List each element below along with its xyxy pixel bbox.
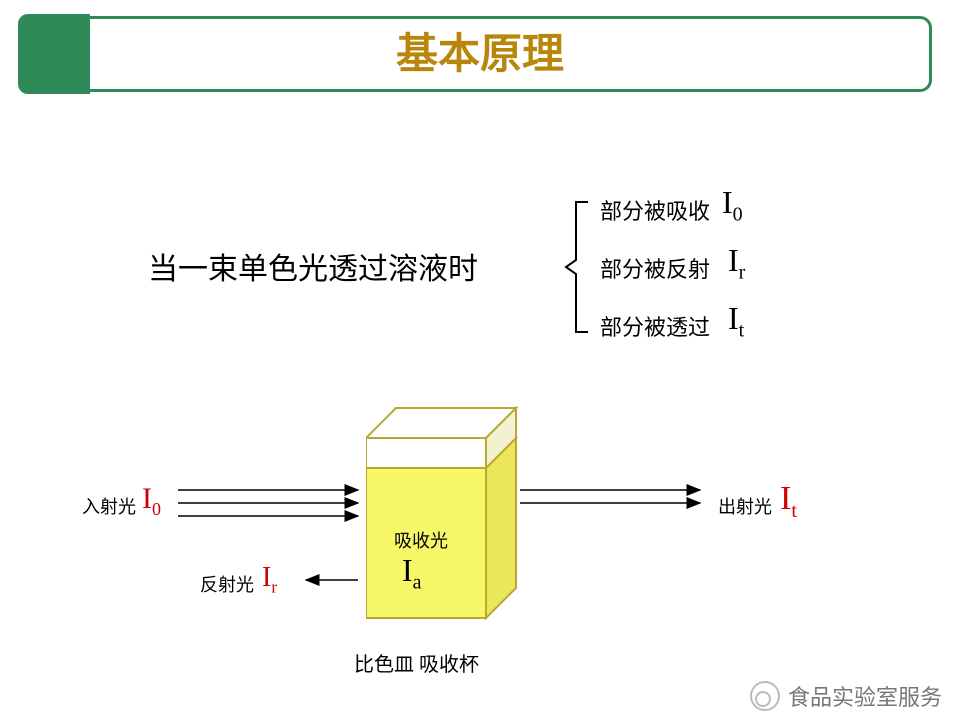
reflected-label: 反射光 [200,571,254,597]
incident-sub: 0 [152,499,161,519]
sym-I0-main: I [722,184,733,220]
wechat-icon [750,681,780,711]
sym-Ir-main: I [728,242,739,278]
branch-absorbed-label: 部分被吸收 [600,194,710,226]
branch-reflected-symbol: Ir [728,242,745,284]
cuvette-diagram [366,378,546,638]
bracket [558,192,598,342]
exit-label: 出射光 [718,493,772,519]
sym-It-sub: t [739,319,745,341]
main-sentence: 当一束单色光透过溶液时 [148,244,478,288]
exit-I: I [780,480,791,517]
sym-Ir-sub: r [739,261,746,283]
absorbed-symbol: Ia [402,552,422,594]
reflected-arrow [298,570,368,590]
refl-sub: r [271,578,277,597]
incident-symbol: I0 [142,482,161,520]
sym-I0-sub: 0 [733,203,743,225]
branch-reflected-label: 部分被反射 [600,252,710,284]
sym-It-main: I [728,300,739,336]
abs-I: I [402,552,413,588]
exit-sub: t [791,500,797,522]
reflected-symbol: Ir [262,562,277,598]
branch-transmitted-symbol: It [728,300,744,342]
incident-label: 入射光 [82,493,136,519]
branch-transmitted-label: 部分被透过 [600,310,710,342]
exit-symbol: It [780,480,797,523]
absorbed-label: 吸收光 [394,527,448,553]
incident-arrows [178,480,368,530]
branch-absorbed-symbol: I0 [722,184,743,226]
abs-sub: a [413,571,422,593]
cuvette-caption: 比色皿 吸收杯 [354,648,479,677]
incident-I: I [142,482,152,515]
page-title: 基本原理 [0,20,960,81]
refl-I: I [262,562,271,593]
watermark-text: 食品实验室服务 [788,680,942,712]
exit-arrows [520,480,710,530]
watermark: 食品实验室服务 [750,680,942,712]
